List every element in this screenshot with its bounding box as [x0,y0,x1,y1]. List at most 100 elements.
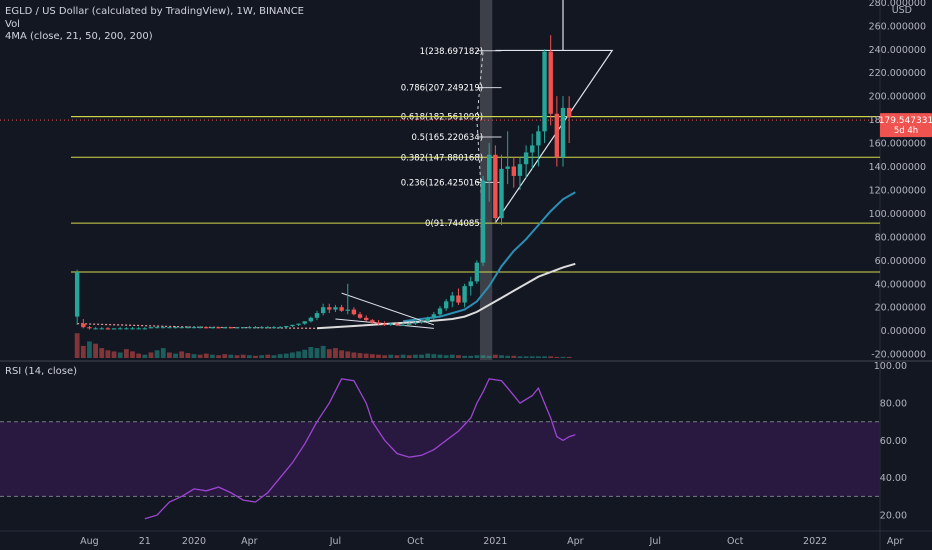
price-tick-label: 20.000000 [875,303,926,314]
candle-body [431,314,437,318]
volume-bar [369,354,375,358]
candle-body [185,327,191,329]
candle-body [364,317,369,321]
volume-bar [480,355,486,358]
volume-bar [222,354,228,358]
volume-bar [486,355,492,358]
volume-bar [333,348,338,358]
candle-body [124,328,129,330]
volume-bar [80,345,86,358]
candle-body [388,323,393,325]
price-tick-label: 200.000000 [869,92,926,103]
price-axis-unit: USD [892,5,912,16]
volume-bar [142,354,148,358]
fib-level-label: 0.236(126.425016) [401,178,483,188]
volume-bar [517,356,523,358]
price-tick-label: 220.000000 [869,68,926,79]
price-tick-label: 120.000000 [869,185,926,196]
time-tick-label: Jul [649,536,661,547]
countdown-label: 5d 4h [894,126,918,136]
candle-body [277,327,283,329]
candle-body [462,286,467,303]
candle-body [167,327,172,329]
candle-body [302,321,307,324]
volume-bar [265,354,271,358]
volume-bar [511,355,517,358]
candle-body [437,308,443,315]
candle-body [308,317,314,322]
candle-body [148,327,154,329]
volume-bar [394,355,400,358]
candle-body [130,328,135,330]
price-tick-label: 260.000000 [869,21,926,32]
price-tick-label: 60.000000 [875,256,926,267]
volume-bar [554,356,560,358]
rsi-tick-label: 80.00 [880,399,907,410]
rsi-band [0,421,880,497]
candle-body [253,327,258,329]
volume-bar [154,350,160,358]
highlight-band [479,0,493,360]
candle-body [99,328,104,330]
candle-body [382,323,387,325]
volume-bar [290,352,295,358]
volume-bar [468,355,474,358]
candle-body [87,327,92,329]
volume-bar [357,353,363,358]
volume-bar [566,356,572,358]
price-tick-label: 0.000000 [881,326,926,337]
volume-bar [542,356,547,358]
candle-body [357,314,363,318]
rsi-tick-label: 60.00 [880,436,907,447]
candle-body [351,309,357,315]
volume-bar [437,354,443,358]
candle-body [314,313,320,318]
price-tick-label: 160.000000 [869,139,926,150]
candle-body [228,327,234,329]
candle-body [450,295,455,302]
volume-bar [185,353,191,358]
volume-bar [173,353,178,358]
volume-bar [505,355,511,358]
fib-level-label: 0.382(147.880168) [401,153,483,163]
volume-bar [210,354,215,358]
fib-level-label: 0(91.744085) [425,219,483,229]
rsi-legend: RSI (14, close) [5,366,78,377]
time-tick-label: Oct [727,536,744,547]
volume-bar [179,351,185,358]
volume-bar [548,356,554,358]
fib-level-label: 0.618(182.561099) [401,113,483,123]
candle-body [413,322,418,324]
volume-bar [111,351,117,358]
volume-bar [302,349,308,358]
ma-fast-line [402,191,576,323]
volume-bar [462,355,467,358]
volume-bar [271,355,277,358]
candle-body [400,324,406,326]
volume-bar [443,355,449,358]
candle-body [191,327,197,329]
volume-bar [529,356,535,358]
candle-body [530,145,535,153]
volume-bar [351,352,357,358]
candle-body [74,272,80,317]
candle-body [320,307,326,314]
volume-bar [123,349,129,358]
volume-bar [228,354,234,358]
volume-bar [191,354,197,358]
volume-bar [308,347,314,358]
volume-bar [314,348,320,358]
volume-bar [560,356,566,358]
volume-bar [320,345,326,358]
wedge-upper-line [341,292,435,326]
volume-bar [382,355,388,358]
volume-bar [93,343,98,358]
candle-body [505,166,510,169]
volume-bar [400,354,406,358]
fib-anchor-line [476,51,484,223]
candle-body [271,327,277,329]
time-tick-label: Apr [241,536,258,547]
volume-bar [253,355,258,358]
volume-bar [160,348,166,358]
